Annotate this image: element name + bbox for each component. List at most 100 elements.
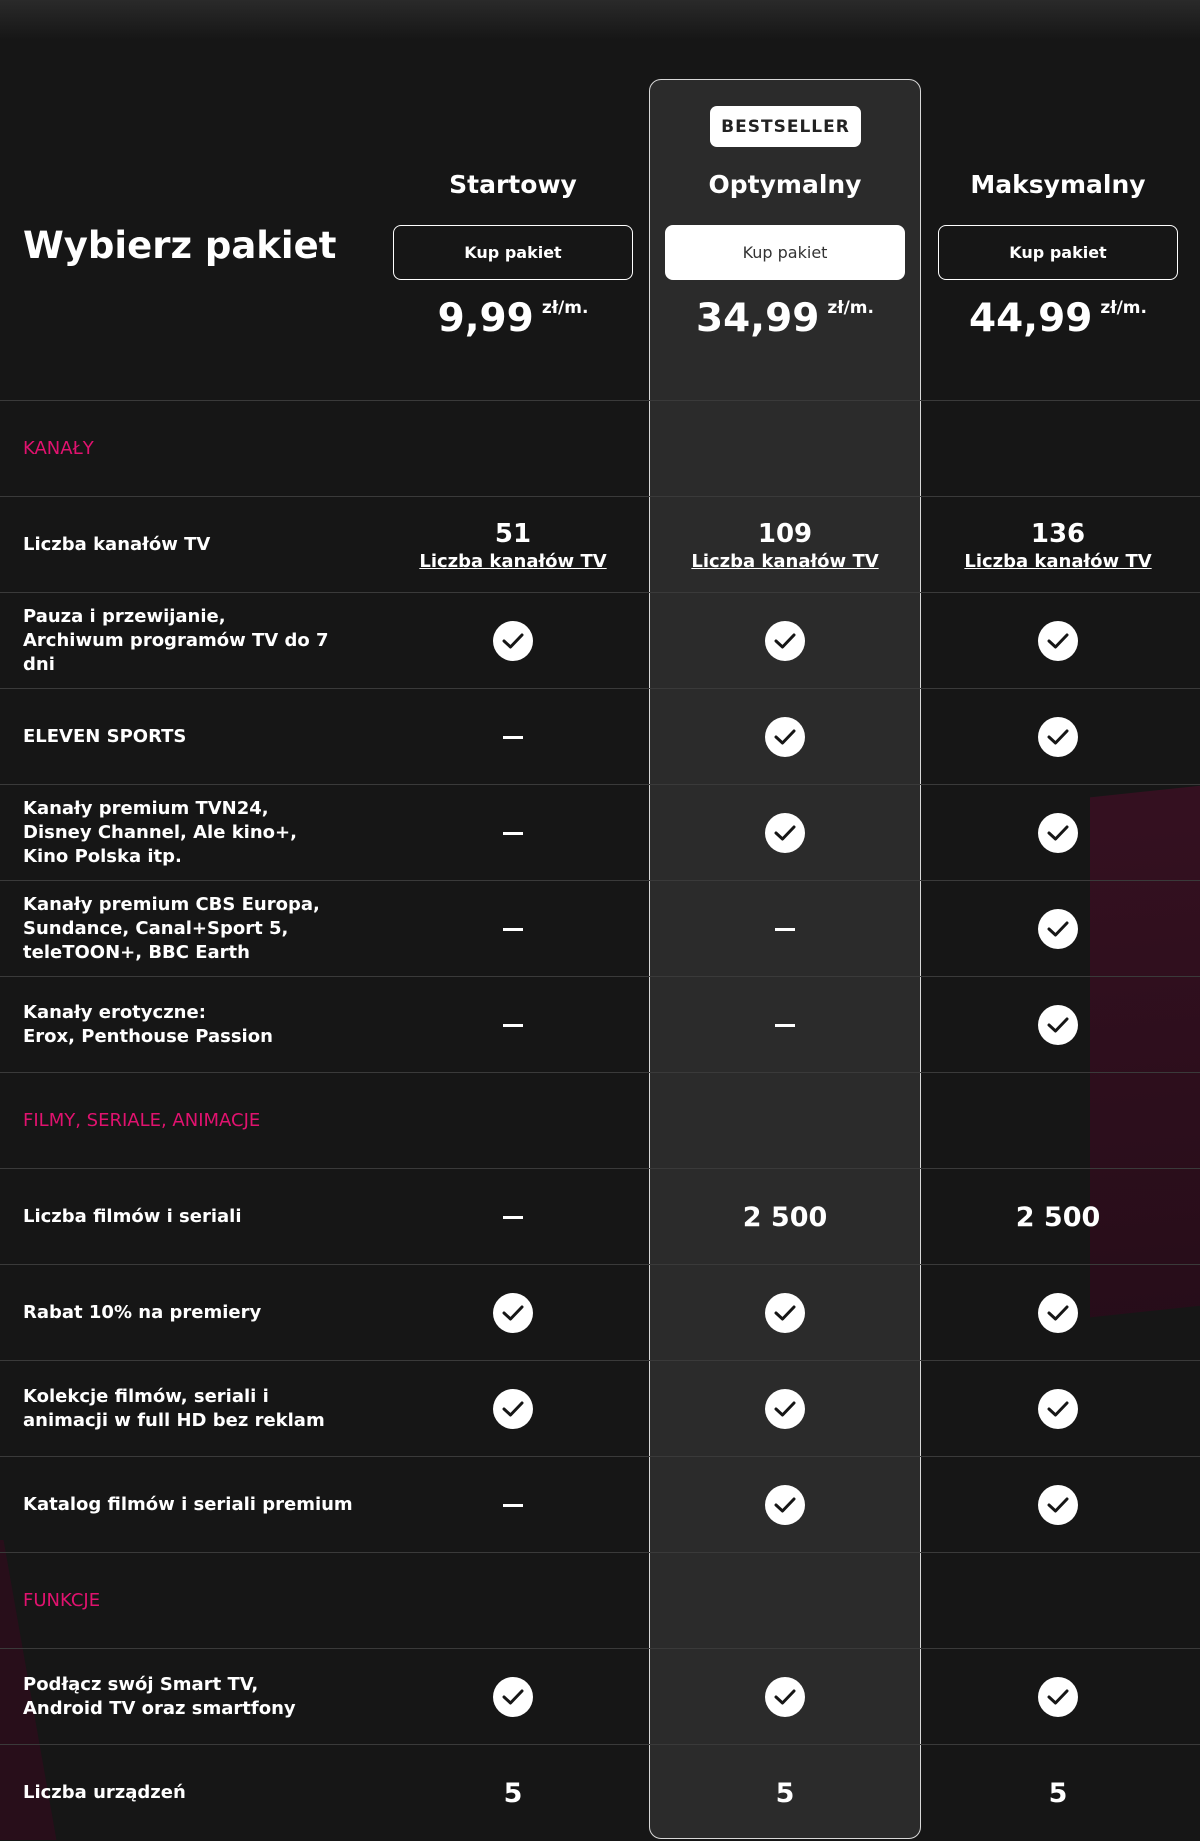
feature-label: Liczba kanałów TV [23, 534, 211, 555]
section-title: FILMY, SERIALE, ANIMACJE [23, 1110, 261, 1131]
cell-maksymalny: 136 Liczba kanałów TV [922, 497, 1194, 593]
cell-optymalny [649, 1649, 921, 1745]
buy-button-optymalny[interactable]: Kup pakiet [665, 225, 905, 280]
table-row: Liczba kanałów TV 51 Liczba kanałów TV 109 L… [0, 496, 1200, 592]
cell-startowy [377, 1649, 649, 1745]
check-circle-icon [765, 813, 805, 853]
cell-maksymalny [922, 1457, 1194, 1553]
table-row: Kolekcje filmów, seriali i animacji w fu… [0, 1360, 1200, 1456]
check-circle-icon [765, 621, 805, 661]
cell-optymalny [649, 881, 921, 977]
dash-icon [503, 1023, 523, 1027]
feature-label: Liczba filmów i seriali [23, 1206, 242, 1227]
check-circle-icon [765, 1293, 805, 1333]
table-row: Kanały erotyczne: Erox, Penthouse Passio… [0, 976, 1200, 1072]
cell-maksymalny [922, 1265, 1194, 1361]
plan-name-startowy: Startowy [449, 170, 577, 199]
cell-maksymalny [922, 593, 1194, 689]
cell-startowy [377, 785, 649, 881]
channel-list-link[interactable]: Liczba kanałów TV [691, 550, 879, 572]
cell-startowy: 51 Liczba kanałów TV [377, 497, 649, 593]
section-header-row: FUNKCJE [0, 1552, 1200, 1648]
check-circle-icon [1038, 717, 1078, 757]
cell-maksymalny [922, 881, 1194, 977]
feature-label: Kanały erotyczne: Erox, Penthouse Passio… [23, 1002, 273, 1047]
channel-count: 136 [1030, 518, 1086, 549]
cell-value: 2 500 [742, 1201, 828, 1233]
table-row: Rabat 10% na premiery [0, 1264, 1200, 1360]
cell-startowy [377, 1361, 649, 1457]
check-circle-icon [1038, 1005, 1078, 1045]
dash-icon [775, 1023, 795, 1027]
cell-maksymalny [922, 689, 1194, 785]
price-startowy: 9,99 zł/m. [377, 296, 649, 341]
check-circle-icon [765, 1485, 805, 1525]
cell-maksymalny [922, 1361, 1194, 1457]
feature-label: Katalog filmów i seriali premium [23, 1494, 353, 1515]
page-title: Wybierz pakiet [23, 224, 337, 267]
cell-optymalny [649, 785, 921, 881]
cell-optymalny: 2 500 [649, 1169, 921, 1265]
check-circle-icon [493, 1677, 533, 1717]
dash-icon [503, 831, 523, 835]
dash-icon [503, 1215, 523, 1219]
feature-label: Rabat 10% na premiery [23, 1302, 262, 1323]
cell-maksymalny [922, 1649, 1194, 1745]
dash-icon [503, 735, 523, 739]
plan-name-maksymalny: Maksymalny [970, 170, 1146, 199]
table-row: Kanały premium CBS Europa, Sundance, Can… [0, 880, 1200, 976]
check-circle-icon [493, 621, 533, 661]
cell-startowy [377, 1457, 649, 1553]
section-title: KANAŁY [23, 438, 94, 459]
cell-optymalny: 5 [649, 1745, 921, 1841]
cell-maksymalny [922, 977, 1194, 1073]
check-circle-icon [1038, 1485, 1078, 1525]
feature-label: ELEVEN SPORTS [23, 726, 187, 747]
buy-button-maksymalny[interactable]: Kup pakiet [938, 225, 1178, 280]
dash-icon [775, 927, 795, 931]
feature-label: Kolekcje filmów, seriali i animacji w fu… [23, 1386, 325, 1431]
section-title: FUNKCJE [23, 1590, 101, 1611]
table-row: ELEVEN SPORTS [0, 688, 1200, 784]
channel-list-link[interactable]: Liczba kanałów TV [419, 550, 607, 572]
cell-startowy [377, 977, 649, 1073]
section-header-row: FILMY, SERIALE, ANIMACJE [0, 1072, 1200, 1168]
check-circle-icon [765, 717, 805, 757]
bestseller-column-highlight [649, 79, 921, 1839]
feature-label: Podłącz swój Smart TV, Android TV oraz s… [23, 1674, 296, 1719]
plan-name-optymalny: Optymalny [708, 170, 862, 199]
check-circle-icon [1038, 813, 1078, 853]
cell-value: 5 [503, 1777, 523, 1809]
cell-optymalny [649, 593, 921, 689]
dash-icon [503, 927, 523, 931]
section-header-row: KANAŁY [0, 400, 1200, 496]
check-circle-icon [493, 1293, 533, 1333]
check-circle-icon [1038, 1389, 1078, 1429]
price-optymalny: 34,99 zł/m. [649, 296, 921, 341]
price-unit: zł/m. [827, 298, 874, 318]
price-unit: zł/m. [1100, 298, 1147, 318]
cell-maksymalny: 5 [922, 1745, 1194, 1841]
cell-value: 5 [1048, 1777, 1068, 1809]
cell-startowy [377, 689, 649, 785]
check-circle-icon [1038, 909, 1078, 949]
check-circle-icon [1038, 621, 1078, 661]
cell-optymalny [649, 1265, 921, 1361]
table-row: Liczba urządzeń 5 5 5 [0, 1744, 1200, 1840]
price-amount: 34,99 [696, 296, 820, 341]
cell-optymalny: 109 Liczba kanałów TV [649, 497, 921, 593]
check-circle-icon [1038, 1293, 1078, 1333]
cell-startowy: 5 [377, 1745, 649, 1841]
buy-button-startowy[interactable]: Kup pakiet [393, 225, 633, 280]
check-circle-icon [765, 1389, 805, 1429]
cell-optymalny [649, 689, 921, 785]
feature-label: Kanały premium TVN24, Disney Channel, Al… [23, 798, 297, 867]
channel-count: 51 [494, 518, 532, 549]
cell-value: 2 500 [1015, 1201, 1101, 1233]
check-circle-icon [493, 1389, 533, 1429]
cell-maksymalny: 2 500 [922, 1169, 1194, 1265]
channel-list-link[interactable]: Liczba kanałów TV [964, 550, 1152, 572]
check-circle-icon [765, 1677, 805, 1717]
cell-value: 5 [775, 1777, 795, 1809]
table-row: Pauza i przewijanie, Archiwum programów … [0, 592, 1200, 688]
